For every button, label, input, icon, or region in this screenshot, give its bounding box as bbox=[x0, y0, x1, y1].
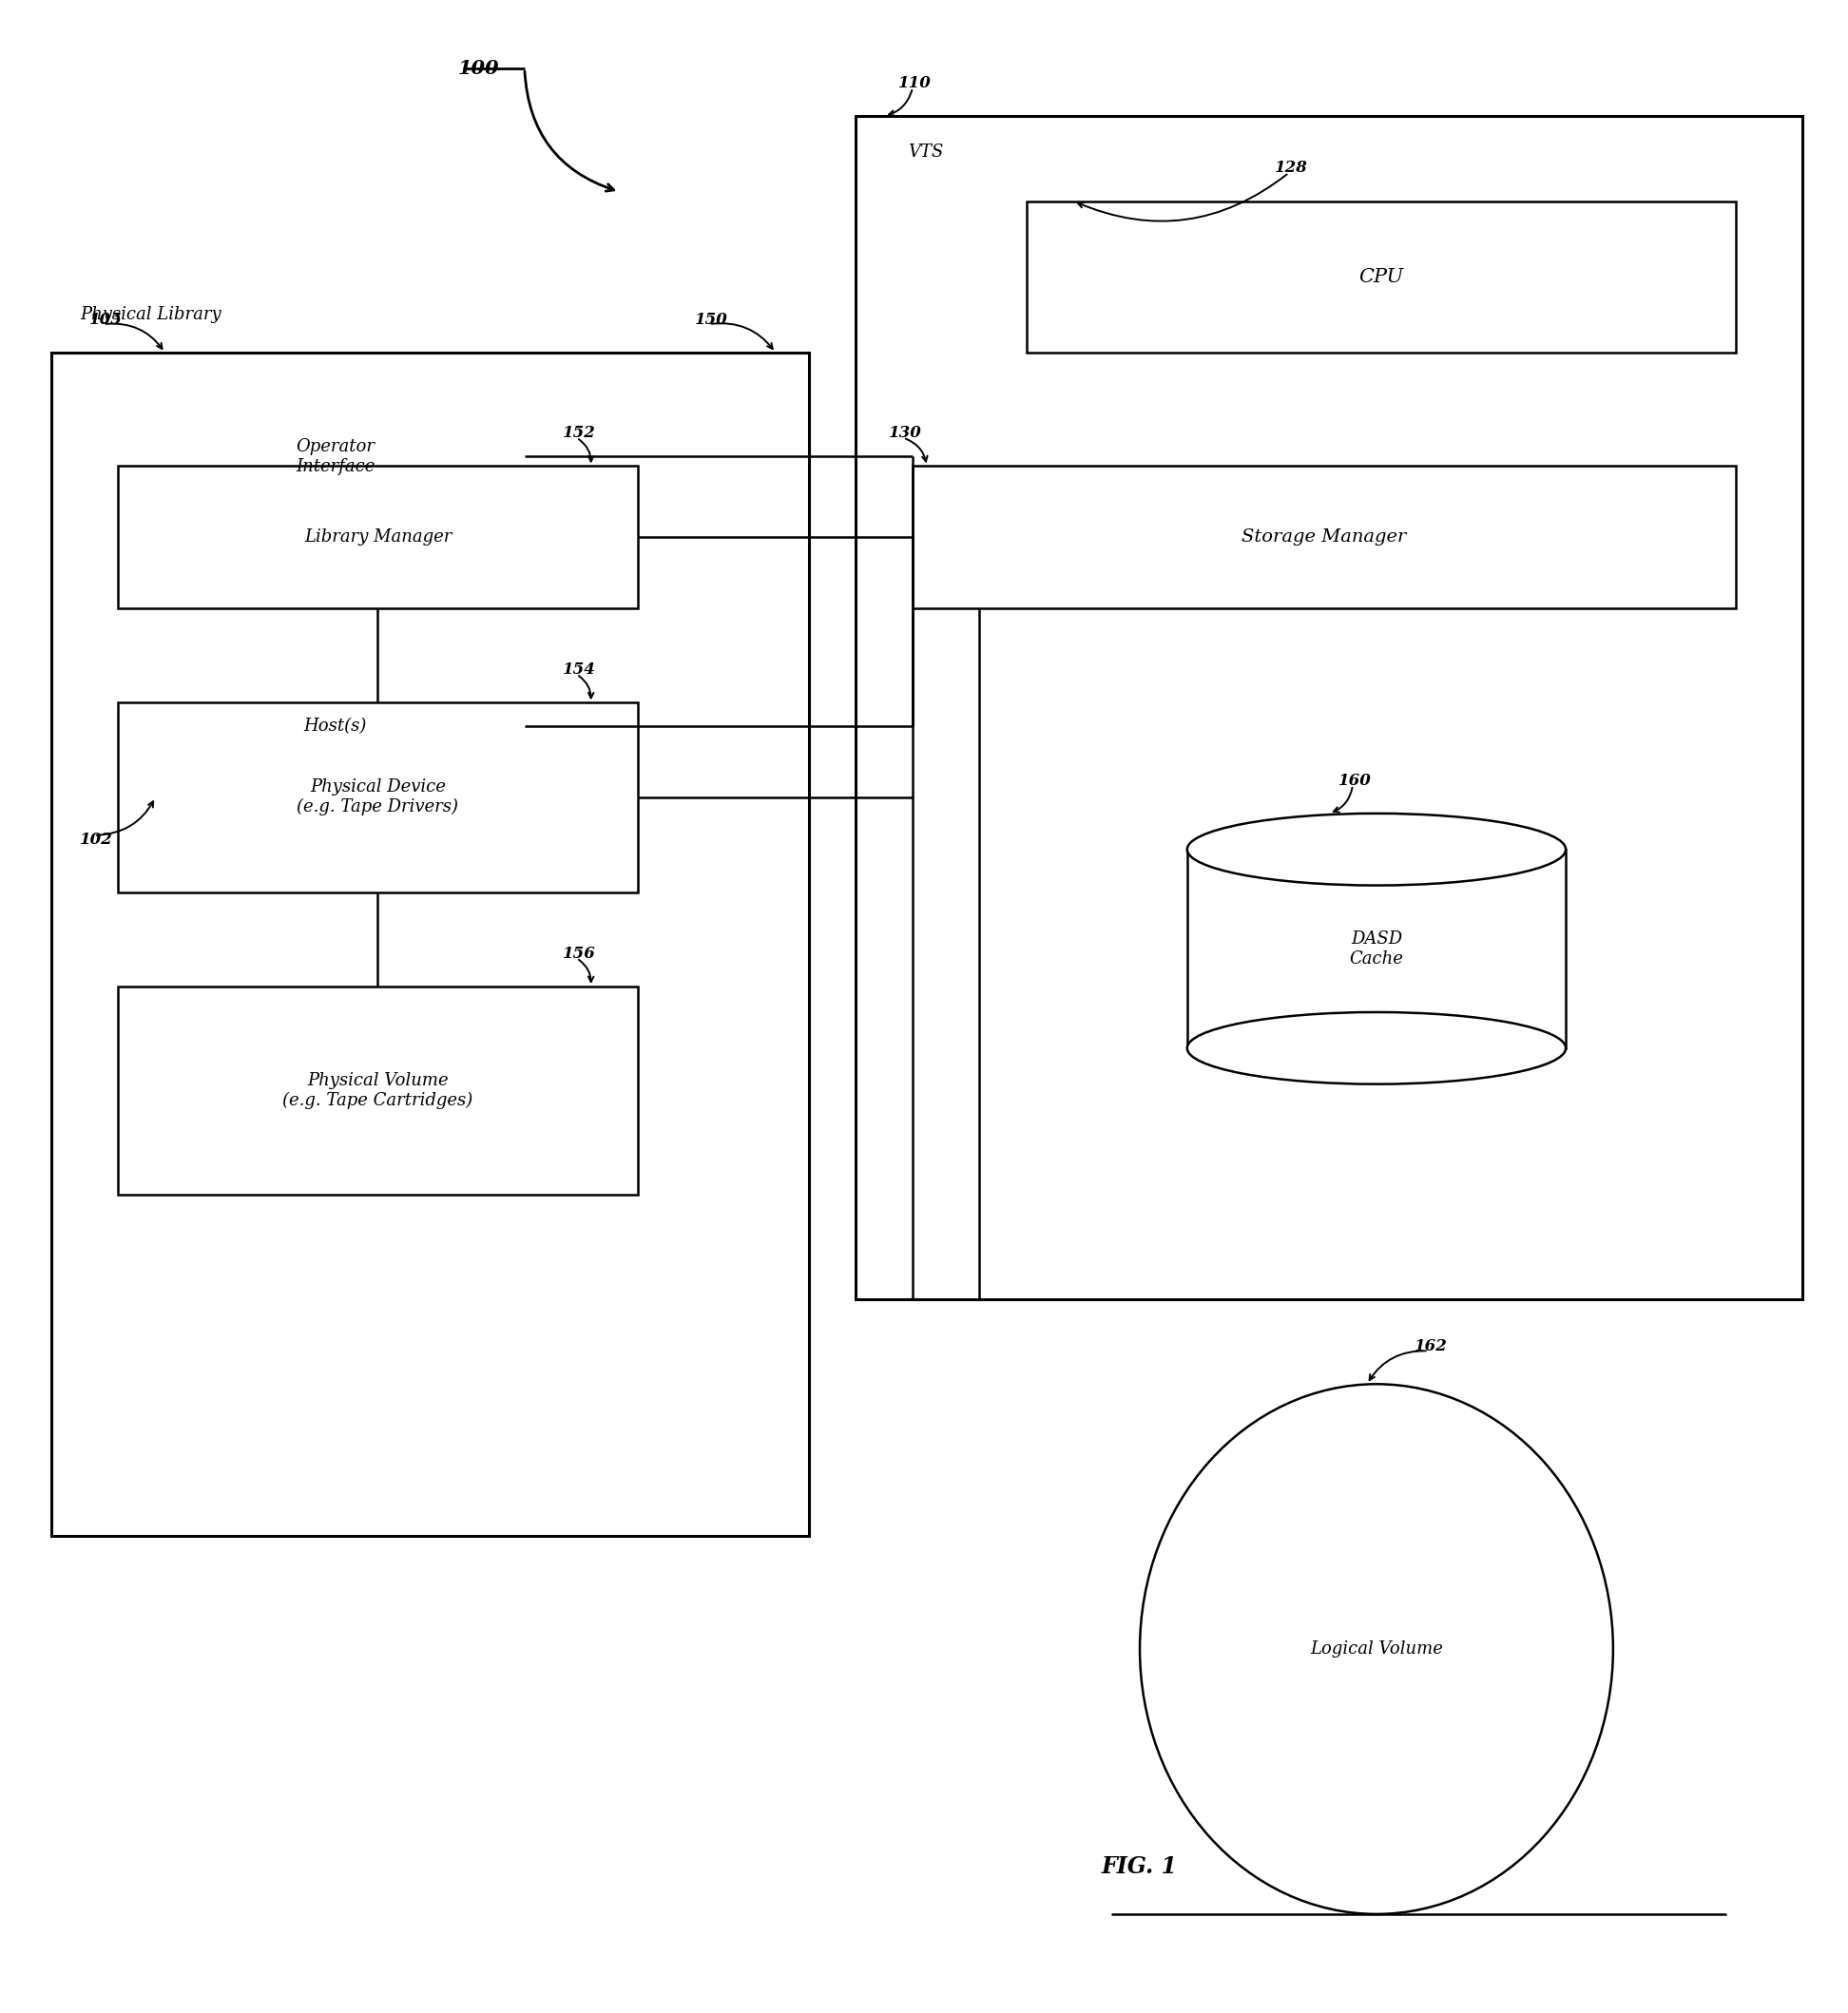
Text: Physical Device
(e.g. Tape Drivers): Physical Device (e.g. Tape Drivers) bbox=[298, 779, 458, 815]
Ellipse shape bbox=[1186, 813, 1565, 886]
Text: Host(s): Host(s) bbox=[303, 719, 366, 735]
Bar bbox=[1026, 201, 1735, 352]
Bar bbox=[118, 986, 638, 1196]
Text: DASD
Cache: DASD Cache bbox=[1349, 930, 1403, 966]
Text: 156: 156 bbox=[562, 946, 595, 962]
Text: Physical Volume
(e.g. Tape Cartridges): Physical Volume (e.g. Tape Cartridges) bbox=[283, 1073, 473, 1109]
Text: Storage Manager: Storage Manager bbox=[1242, 529, 1406, 546]
Bar bbox=[52, 352, 809, 1536]
Text: Library Manager: Library Manager bbox=[303, 529, 451, 546]
Ellipse shape bbox=[1186, 1013, 1565, 1085]
Text: CPU: CPU bbox=[1358, 268, 1404, 286]
Text: Logical Volume: Logical Volume bbox=[1310, 1641, 1443, 1657]
Text: 102: 102 bbox=[79, 831, 113, 847]
Bar bbox=[146, 656, 525, 797]
Text: Operator
Interface: Operator Interface bbox=[296, 439, 375, 475]
Bar bbox=[118, 467, 638, 608]
Text: 110: 110 bbox=[898, 74, 931, 91]
Bar bbox=[856, 117, 1802, 1298]
Bar bbox=[913, 467, 1735, 608]
Text: Physical Library: Physical Library bbox=[79, 306, 222, 324]
Bar bbox=[118, 703, 638, 892]
Text: 128: 128 bbox=[1275, 159, 1308, 175]
Text: 152: 152 bbox=[562, 425, 595, 441]
Text: 162: 162 bbox=[1414, 1339, 1447, 1355]
Bar bbox=[146, 352, 525, 562]
Text: VTS: VTS bbox=[907, 143, 944, 161]
Text: FIG. 1: FIG. 1 bbox=[1101, 1856, 1177, 1878]
Text: 105: 105 bbox=[89, 312, 122, 328]
Text: 130: 130 bbox=[889, 425, 922, 441]
Text: 150: 150 bbox=[695, 312, 728, 328]
Ellipse shape bbox=[1140, 1385, 1613, 1914]
Text: 100: 100 bbox=[458, 58, 499, 79]
Text: 160: 160 bbox=[1338, 773, 1371, 789]
Text: 154: 154 bbox=[562, 662, 595, 678]
Bar bbox=[1186, 849, 1565, 1049]
